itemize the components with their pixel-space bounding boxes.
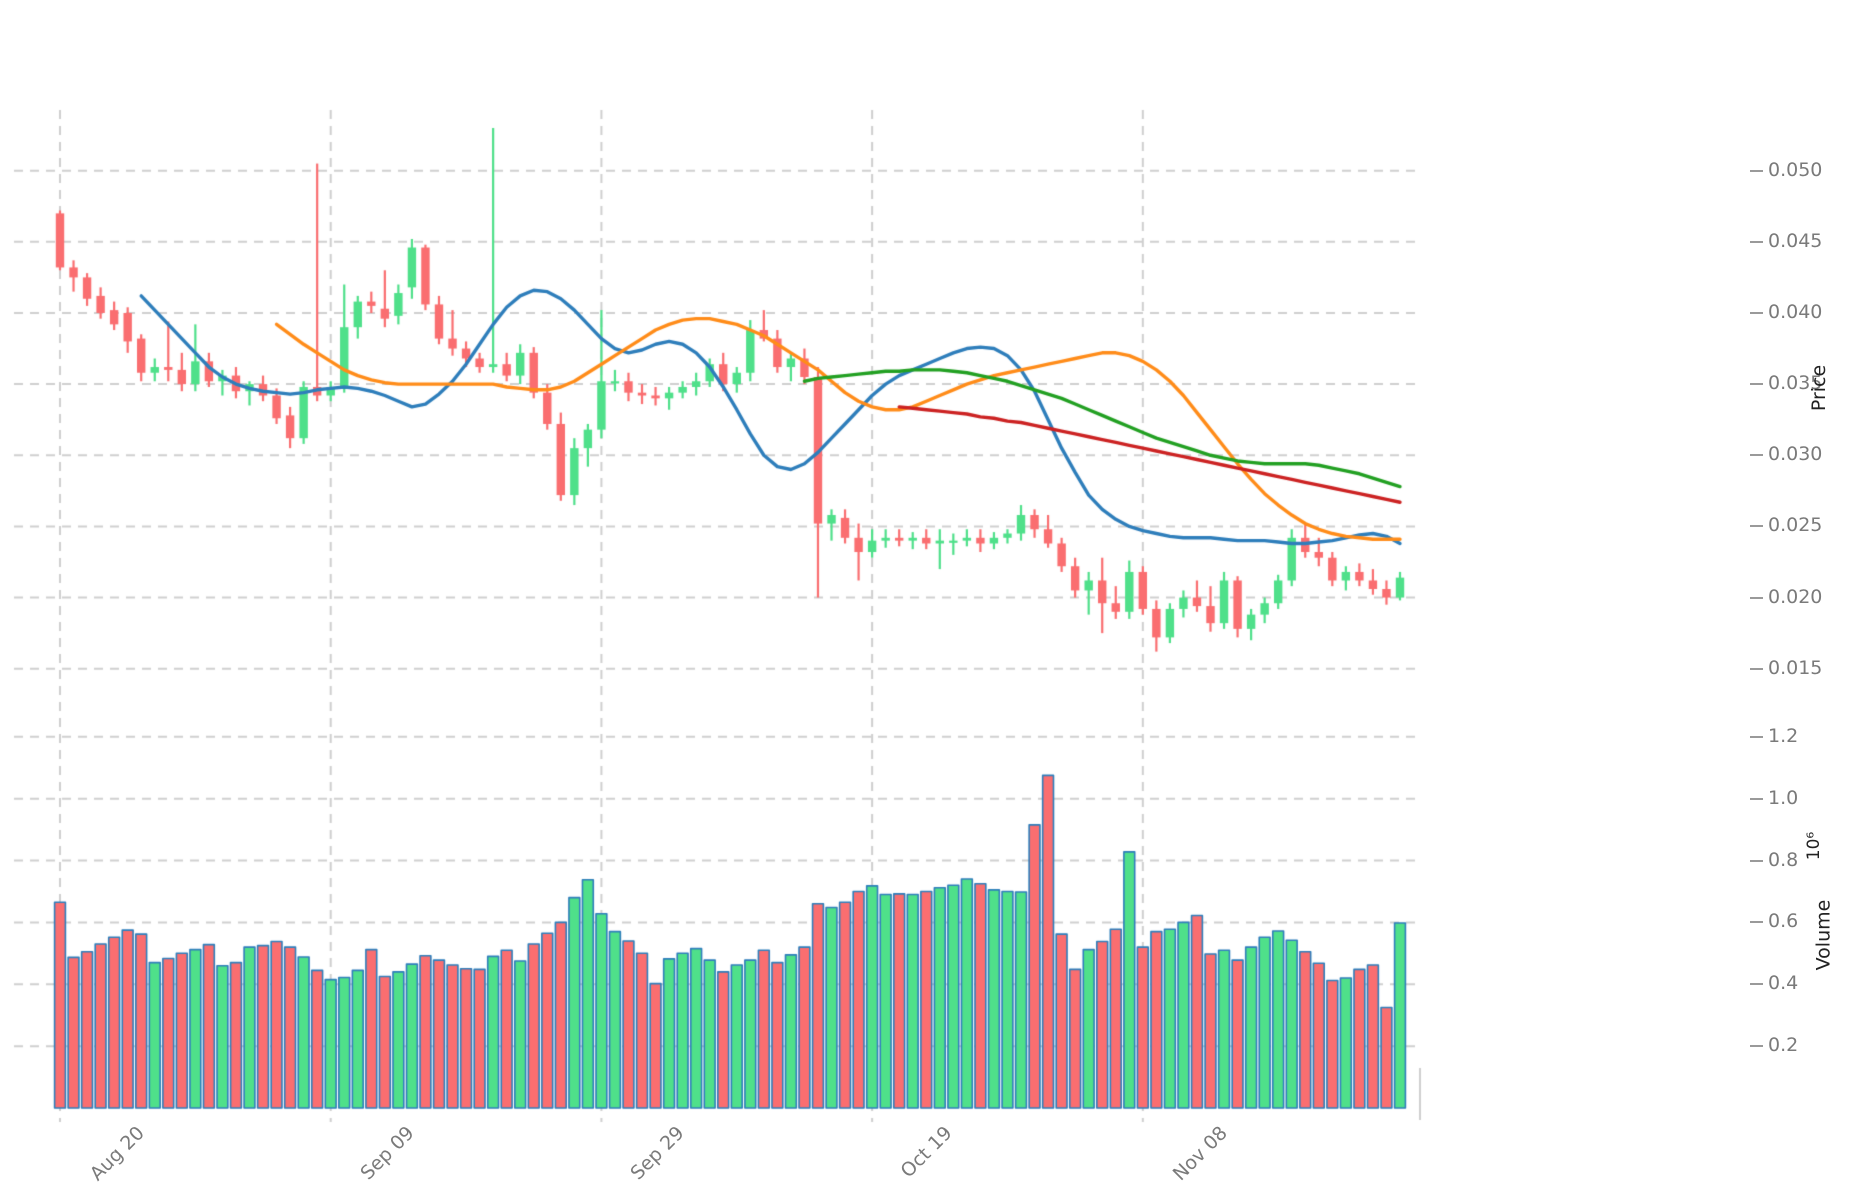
price-tick-mark: [1750, 169, 1763, 172]
volume-tick-label: 0.2: [1768, 1034, 1799, 1057]
volume-tick-mark: [1750, 797, 1763, 800]
price-tick-label: 0.030: [1768, 443, 1823, 466]
volume-tick-label: 0.6: [1768, 910, 1799, 933]
volume-tick-mark: [1750, 921, 1763, 924]
volume-tick-mark: [1750, 1045, 1763, 1048]
price-tick-mark: [1750, 596, 1763, 599]
price-axis-title: Price: [1808, 365, 1831, 412]
volume-axis-title: Volume: [1812, 899, 1835, 971]
price-tick-mark: [1750, 240, 1763, 243]
volume-tick-label: 0.8: [1768, 848, 1799, 871]
price-tick-label: 0.045: [1768, 229, 1823, 252]
volume-tick-label: 1.2: [1768, 724, 1799, 747]
price-tick-label: 0.050: [1768, 158, 1823, 181]
price-tick-label: 0.040: [1768, 300, 1823, 323]
volume-tick-label: 1.0: [1768, 786, 1799, 809]
price-tick-mark: [1750, 454, 1763, 457]
volume-tick-mark: [1750, 859, 1763, 862]
price-tick-label: 0.035: [1768, 372, 1823, 395]
volume-tick-label: 0.4: [1768, 972, 1799, 995]
volume-tick-mark: [1750, 735, 1763, 738]
price-tick-label: 0.015: [1768, 656, 1823, 679]
price-tick-label: 0.020: [1768, 585, 1823, 608]
price-tick-mark: [1750, 667, 1763, 670]
price-tick-mark: [1750, 525, 1763, 528]
price-tick-mark: [1750, 311, 1763, 314]
price-tick-label: 0.025: [1768, 514, 1823, 537]
price-tick-mark: [1750, 383, 1763, 386]
volume-tick-mark: [1750, 983, 1763, 986]
volume-axis-exponent: 10⁶: [1804, 831, 1825, 861]
